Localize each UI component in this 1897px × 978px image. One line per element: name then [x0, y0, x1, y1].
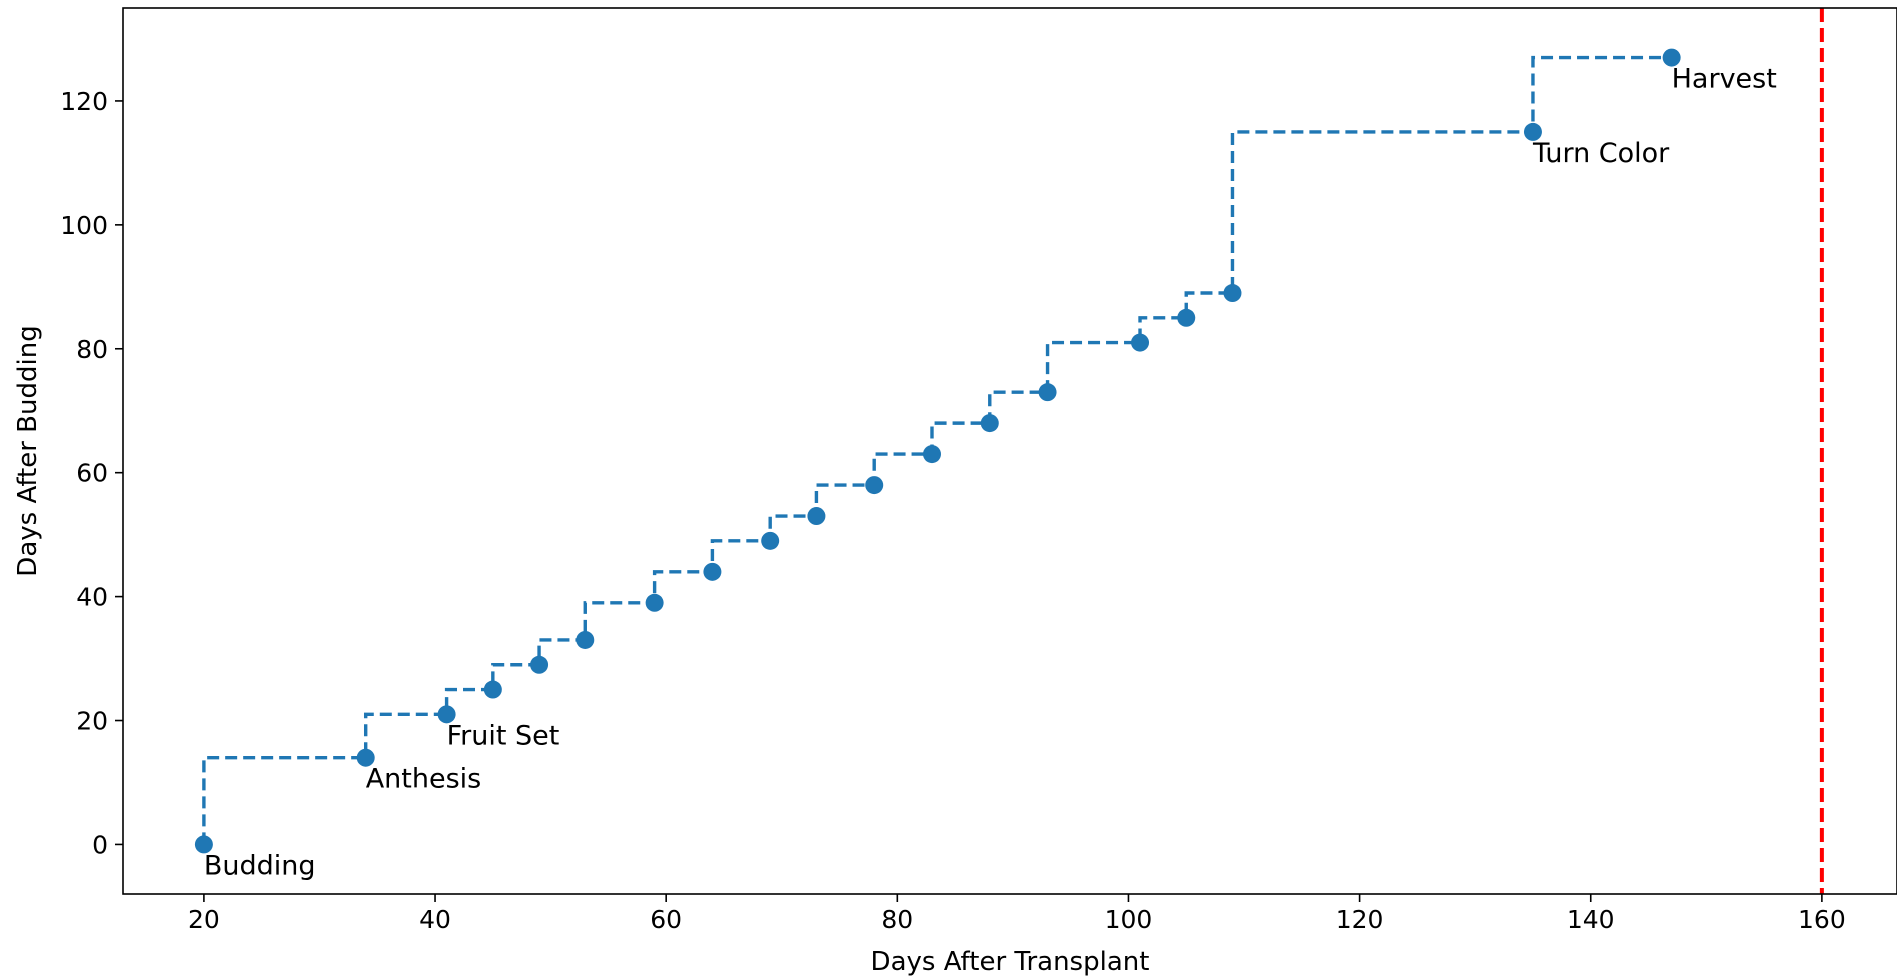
y-tick-label: 40 [76, 583, 108, 612]
axis-ticks: 20 40 60 80 100 120 140 160 0 20 40 60 80 100 120 [60, 87, 1845, 934]
data-point [1177, 308, 1196, 327]
x-tick-label: 20 [188, 905, 220, 934]
annotation-label: Budding [204, 850, 316, 881]
data-point [1523, 122, 1542, 141]
y-tick-label: 80 [76, 335, 108, 364]
data-point [483, 680, 502, 699]
x-tick-label: 80 [881, 905, 913, 934]
x-tick-label: 120 [1336, 905, 1384, 934]
data-point [356, 748, 375, 767]
x-tick-label: 60 [650, 905, 682, 934]
y-axis-label: Days After Budding [13, 325, 43, 576]
y-tick-label: 20 [76, 707, 108, 736]
x-axis-label: Days After Transplant [871, 947, 1150, 977]
plot-area: Budding Anthesis Fruit Set Turn Color Harves… [194, 8, 1824, 894]
data-point [576, 630, 595, 649]
y-tick-label: 120 [60, 87, 108, 116]
x-tick-label: 100 [1105, 905, 1153, 934]
y-tick-label: 0 [92, 830, 108, 859]
data-point [1131, 333, 1150, 352]
x-tick-label: 40 [419, 905, 451, 934]
annotation-label: Harvest [1672, 64, 1777, 95]
annotation-label: Fruit Set [447, 720, 560, 751]
annotation-label: Anthesis [366, 764, 482, 795]
y-tick-label: 100 [60, 211, 108, 240]
plot-frame [122, 7, 1897, 895]
data-point [1662, 48, 1681, 67]
data-point [194, 835, 213, 854]
y-tick-label: 60 [76, 459, 108, 488]
data-point [922, 445, 941, 464]
data-point [1223, 284, 1242, 303]
data-point [530, 655, 549, 674]
data-point [980, 414, 999, 433]
data-point [645, 593, 664, 612]
data-point [865, 476, 884, 495]
data-point [761, 531, 780, 550]
data-point [703, 562, 722, 581]
data-point [1038, 383, 1057, 402]
data-point [437, 705, 456, 724]
x-tick-label: 140 [1567, 905, 1615, 934]
annotation-label: Turn Color [1532, 138, 1670, 169]
data-point [807, 507, 826, 526]
x-tick-label: 160 [1798, 905, 1846, 934]
